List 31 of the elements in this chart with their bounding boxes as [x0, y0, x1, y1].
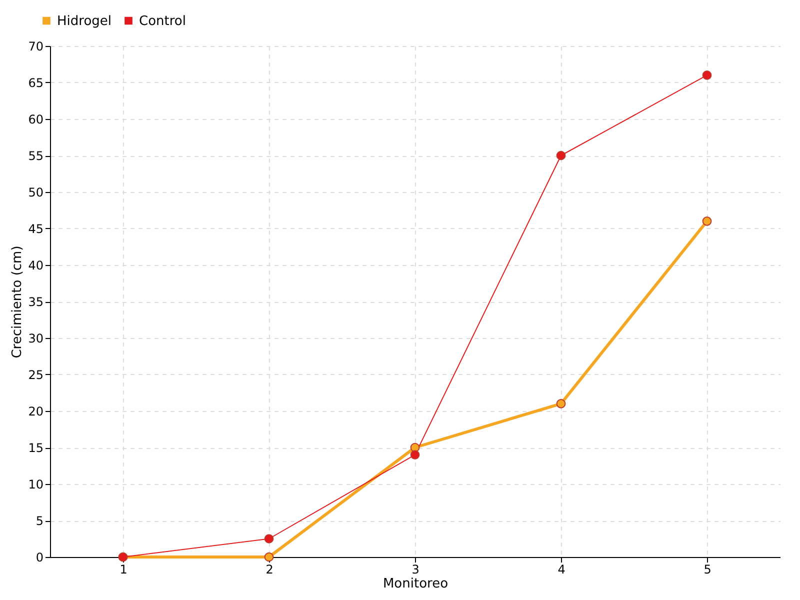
- y-tick-label: 60: [28, 112, 44, 126]
- x-tick-label: 1: [120, 562, 128, 576]
- y-tick-label: 35: [28, 295, 44, 309]
- point: [264, 552, 274, 562]
- x-axis-title: Monitoreo: [382, 576, 448, 592]
- point: [702, 216, 712, 226]
- x-tick-label: 4: [558, 562, 566, 576]
- y-tick-label: 65: [28, 76, 44, 90]
- y-tick-label: 30: [28, 332, 44, 346]
- point: [410, 450, 420, 460]
- x-tick-label: 3: [412, 562, 420, 576]
- x-tick-label: 2: [266, 562, 274, 576]
- y-tick-label: 0: [36, 550, 44, 564]
- y-tick-label: 10: [28, 478, 44, 492]
- point: [264, 534, 274, 544]
- y-tick-label: 20: [28, 404, 44, 418]
- y-tick-label: 50: [28, 186, 44, 200]
- legend-label: Hidrogel: [57, 14, 112, 29]
- legend-label: Control: [139, 14, 186, 29]
- y-tick-label: 70: [28, 40, 44, 54]
- y-tick-label: 5: [36, 514, 44, 528]
- x-tick-label: 5: [704, 562, 712, 576]
- y-tick-label: 15: [28, 441, 44, 455]
- point: [556, 150, 566, 160]
- point: [556, 399, 566, 408]
- y-tick-label: 40: [28, 258, 44, 272]
- y-tick-label: 25: [28, 368, 44, 382]
- y-axis-title: Crecimiento (cm): [10, 246, 26, 358]
- y-tick-label: 55: [28, 149, 44, 163]
- y-tick-label: 45: [28, 222, 44, 236]
- point: [702, 70, 712, 80]
